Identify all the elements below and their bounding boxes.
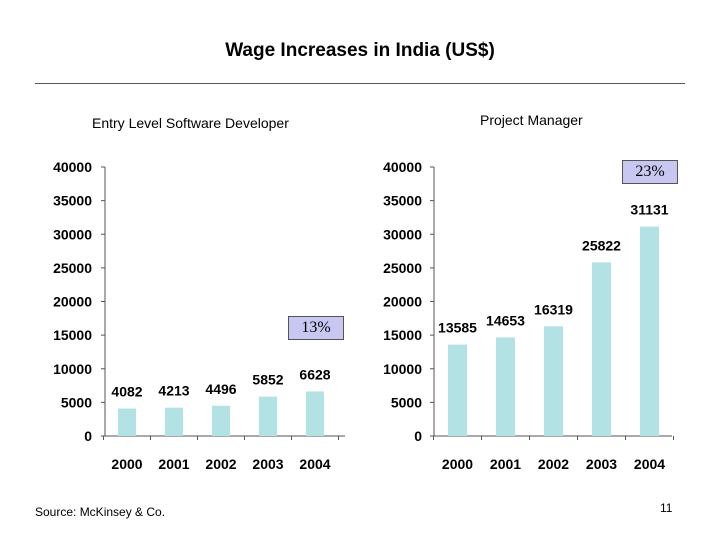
chart-2-x-tick-label: 2003 — [586, 456, 617, 472]
chart-1-data-label: 4213 — [158, 383, 189, 399]
chart-1-data-label: 4496 — [205, 381, 236, 397]
chart-1-y-tick-label: 15000 — [53, 327, 92, 343]
title-divider — [35, 83, 685, 84]
chart-1-x-tick-label: 2000 — [111, 456, 142, 472]
page-title: Wage Increases in India (US$) — [225, 40, 495, 61]
chart-2-growth-badge: 23% — [622, 160, 678, 184]
chart-2-x-tick-label: 2001 — [490, 456, 521, 472]
chart-2-bar-2002 — [544, 326, 563, 436]
chart-2-x-tick-label: 2002 — [538, 456, 569, 472]
chart-1-y-tick-label: 5000 — [61, 394, 92, 410]
chart-2-y-tick-label: 35000 — [383, 193, 422, 209]
chart-2-bar-2000 — [448, 344, 467, 436]
chart-1-y-tick-label: 25000 — [53, 260, 92, 276]
chart-2-bar-2001 — [496, 337, 515, 436]
chart-2-x-tick-label: 2004 — [634, 456, 665, 472]
chart-1-y-tick-label: 40000 — [53, 159, 92, 175]
chart-1-y-tick-label: 10000 — [53, 361, 92, 377]
chart-2-y-tick-label: 5000 — [391, 394, 422, 410]
chart-2-data-label: 14653 — [486, 312, 525, 328]
chart-1-x-tick-label: 2003 — [252, 456, 283, 472]
chart-2-data-label: 16319 — [534, 301, 573, 317]
chart-1-bar-2001 — [165, 407, 183, 436]
chart-2-data-label: 31131 — [630, 202, 668, 218]
chart-1-x-tick-label: 2002 — [205, 456, 236, 472]
chart-2-y-tick-label: 25000 — [383, 260, 422, 276]
chart-1-data-label: 4082 — [111, 384, 142, 400]
chart-2-x-tick-label: 2000 — [442, 456, 473, 472]
chart-1-y-tick-label: 20000 — [53, 294, 92, 310]
chart-1-x-tick-label: 2004 — [299, 456, 330, 472]
chart-2-y-tick-label: 10000 — [383, 361, 422, 377]
chart-1-y-tick-label: 0 — [84, 428, 92, 444]
source-note: Source: McKinsey & Co. — [35, 505, 166, 519]
chart-2-title: Project Manager — [480, 112, 583, 128]
chart-1-bar-2002 — [212, 405, 230, 436]
chart-1-title: Entry Level Software Developer — [92, 115, 289, 131]
chart-2-y-tick-label: 15000 — [383, 327, 422, 343]
chart-2-data-label: 25822 — [582, 237, 621, 253]
chart-2-data-label: 13585 — [438, 320, 477, 336]
chart-2-y-tick-label: 0 — [414, 428, 422, 444]
chart-2-y-tick-label: 20000 — [383, 294, 422, 310]
chart-2-y-tick-label: 30000 — [383, 226, 422, 242]
page-number: 11 — [660, 501, 673, 515]
chart-1-data-label: 5852 — [252, 372, 283, 388]
chart-1-x-tick-label: 2001 — [158, 456, 189, 472]
chart-1-growth-badge: 13% — [288, 316, 344, 340]
chart-2-y-tick-label: 40000 — [383, 159, 422, 175]
chart-1-bar-2004 — [306, 391, 324, 436]
chart-2-bar-2003 — [592, 262, 611, 436]
chart-1-y-tick-label: 30000 — [53, 226, 92, 242]
chart-2-bar-2004 — [640, 226, 659, 436]
chart-1-bar-2003 — [259, 396, 277, 436]
chart-1-y-tick-label: 35000 — [53, 193, 92, 209]
chart-1-data-label: 6628 — [299, 366, 330, 382]
chart-1-bar-2000 — [118, 408, 136, 436]
